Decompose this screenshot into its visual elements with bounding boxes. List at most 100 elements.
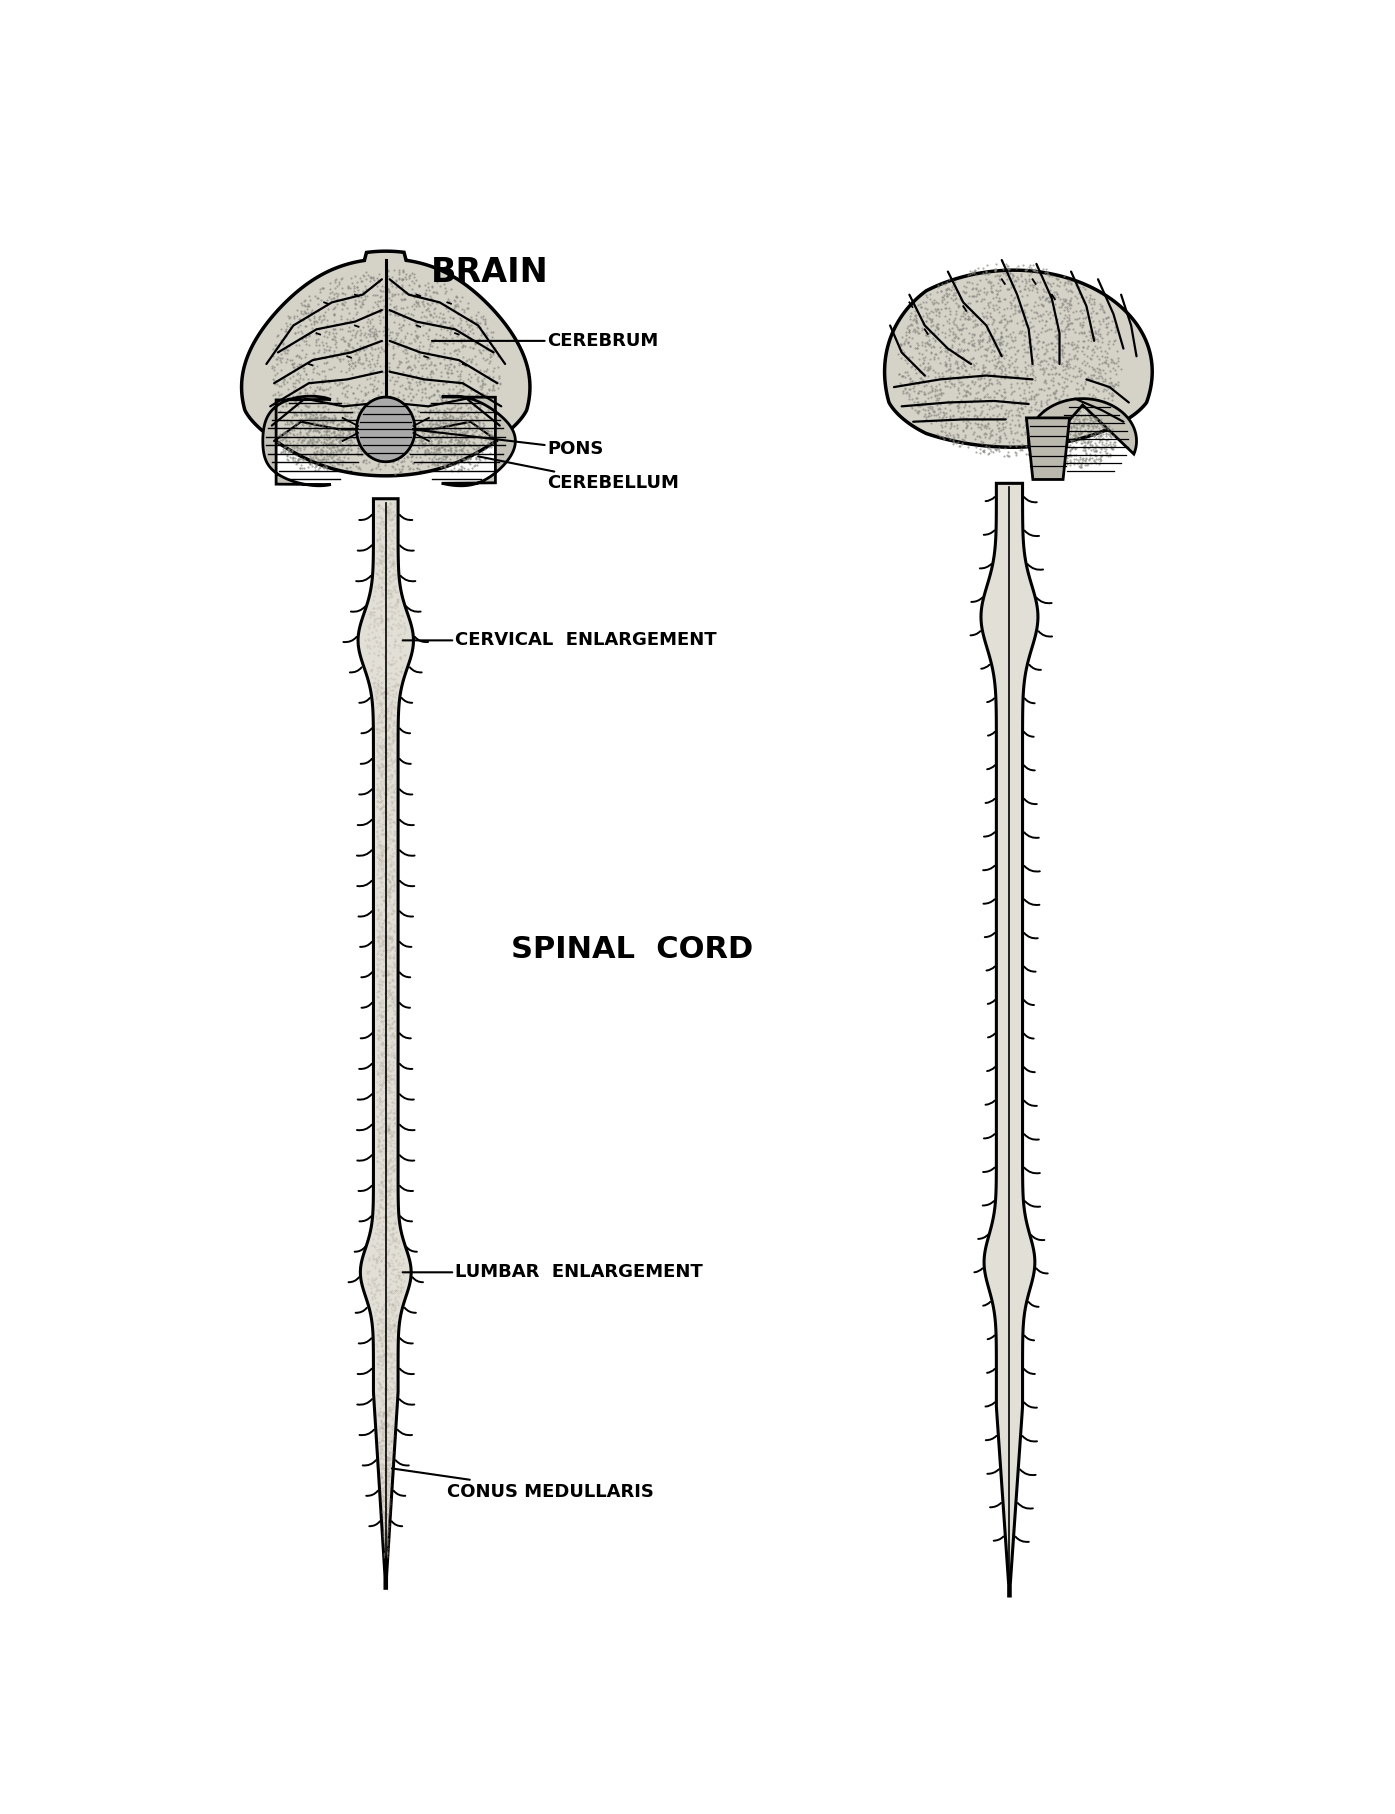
Point [939, 388, 961, 417]
Point [418, 410, 441, 439]
Point [940, 272, 963, 301]
Point [1069, 361, 1091, 390]
Point [448, 317, 470, 346]
Point [276, 444, 299, 473]
Point [278, 303, 300, 332]
Point [970, 412, 992, 441]
Point [1071, 410, 1094, 439]
Point [1043, 419, 1066, 448]
Point [336, 454, 359, 483]
Point [972, 421, 995, 450]
Point [431, 405, 453, 434]
Point [1018, 437, 1041, 466]
Point [1052, 388, 1074, 417]
Point [289, 439, 311, 468]
Point [428, 434, 451, 463]
Point [914, 390, 936, 419]
Point [292, 444, 314, 473]
Point [1021, 303, 1043, 332]
Point [310, 403, 332, 432]
Point [999, 294, 1021, 323]
Point [335, 403, 357, 432]
Point [435, 399, 458, 428]
Point [1024, 254, 1046, 283]
Point [406, 290, 428, 319]
Point [374, 319, 396, 348]
Point [318, 336, 340, 365]
Point [936, 307, 958, 336]
Point [317, 444, 339, 473]
Point [1039, 365, 1062, 394]
Point [353, 261, 375, 290]
Point [912, 345, 935, 374]
Point [1017, 421, 1039, 450]
Point [1080, 441, 1102, 470]
Point [431, 408, 453, 437]
Point [999, 432, 1021, 461]
Point [1007, 272, 1030, 301]
Point [326, 432, 349, 461]
Point [335, 406, 357, 435]
Point [384, 459, 406, 488]
Point [444, 381, 466, 410]
Point [891, 377, 914, 406]
Point [1087, 405, 1109, 434]
Text: SPINAL  CORD: SPINAL CORD [511, 934, 753, 963]
Point [434, 443, 456, 472]
Point [306, 403, 328, 432]
Point [378, 278, 400, 307]
Point [448, 334, 470, 363]
Point [438, 287, 460, 316]
Point [276, 446, 299, 475]
Point [972, 374, 995, 403]
Point [384, 256, 406, 285]
Point [325, 410, 347, 439]
Point [338, 297, 360, 327]
Point [306, 399, 328, 428]
Point [423, 381, 445, 410]
Point [1032, 397, 1055, 426]
Point [289, 363, 311, 392]
Point [418, 328, 441, 357]
Point [458, 426, 480, 455]
Point [428, 434, 451, 463]
Point [452, 419, 474, 448]
Point [947, 341, 970, 370]
Point [1092, 356, 1115, 385]
Point [342, 334, 364, 363]
Point [999, 363, 1021, 392]
Point [403, 430, 425, 459]
Point [445, 316, 467, 345]
Point [1000, 419, 1023, 448]
Point [353, 279, 375, 308]
Point [919, 372, 942, 401]
Point [379, 365, 402, 394]
Point [319, 419, 342, 448]
Point [1000, 270, 1023, 299]
Point [1041, 419, 1063, 448]
Point [456, 444, 478, 473]
Point [1041, 428, 1063, 457]
Point [361, 403, 384, 432]
Point [1081, 430, 1103, 459]
Point [894, 341, 917, 370]
Point [332, 290, 354, 319]
Point [456, 410, 478, 439]
Point [303, 379, 325, 408]
Point [914, 332, 936, 361]
Point [283, 401, 306, 430]
Point [301, 379, 324, 408]
Point [452, 325, 474, 354]
Point [1017, 439, 1039, 468]
Point [418, 299, 441, 328]
Point [1098, 368, 1120, 397]
Point [308, 330, 331, 359]
Point [1032, 368, 1055, 397]
Point [898, 301, 921, 330]
Point [982, 350, 1004, 379]
Point [971, 375, 993, 405]
Point [391, 414, 413, 443]
Point [961, 366, 983, 395]
Point [278, 317, 300, 346]
Point [269, 325, 292, 354]
